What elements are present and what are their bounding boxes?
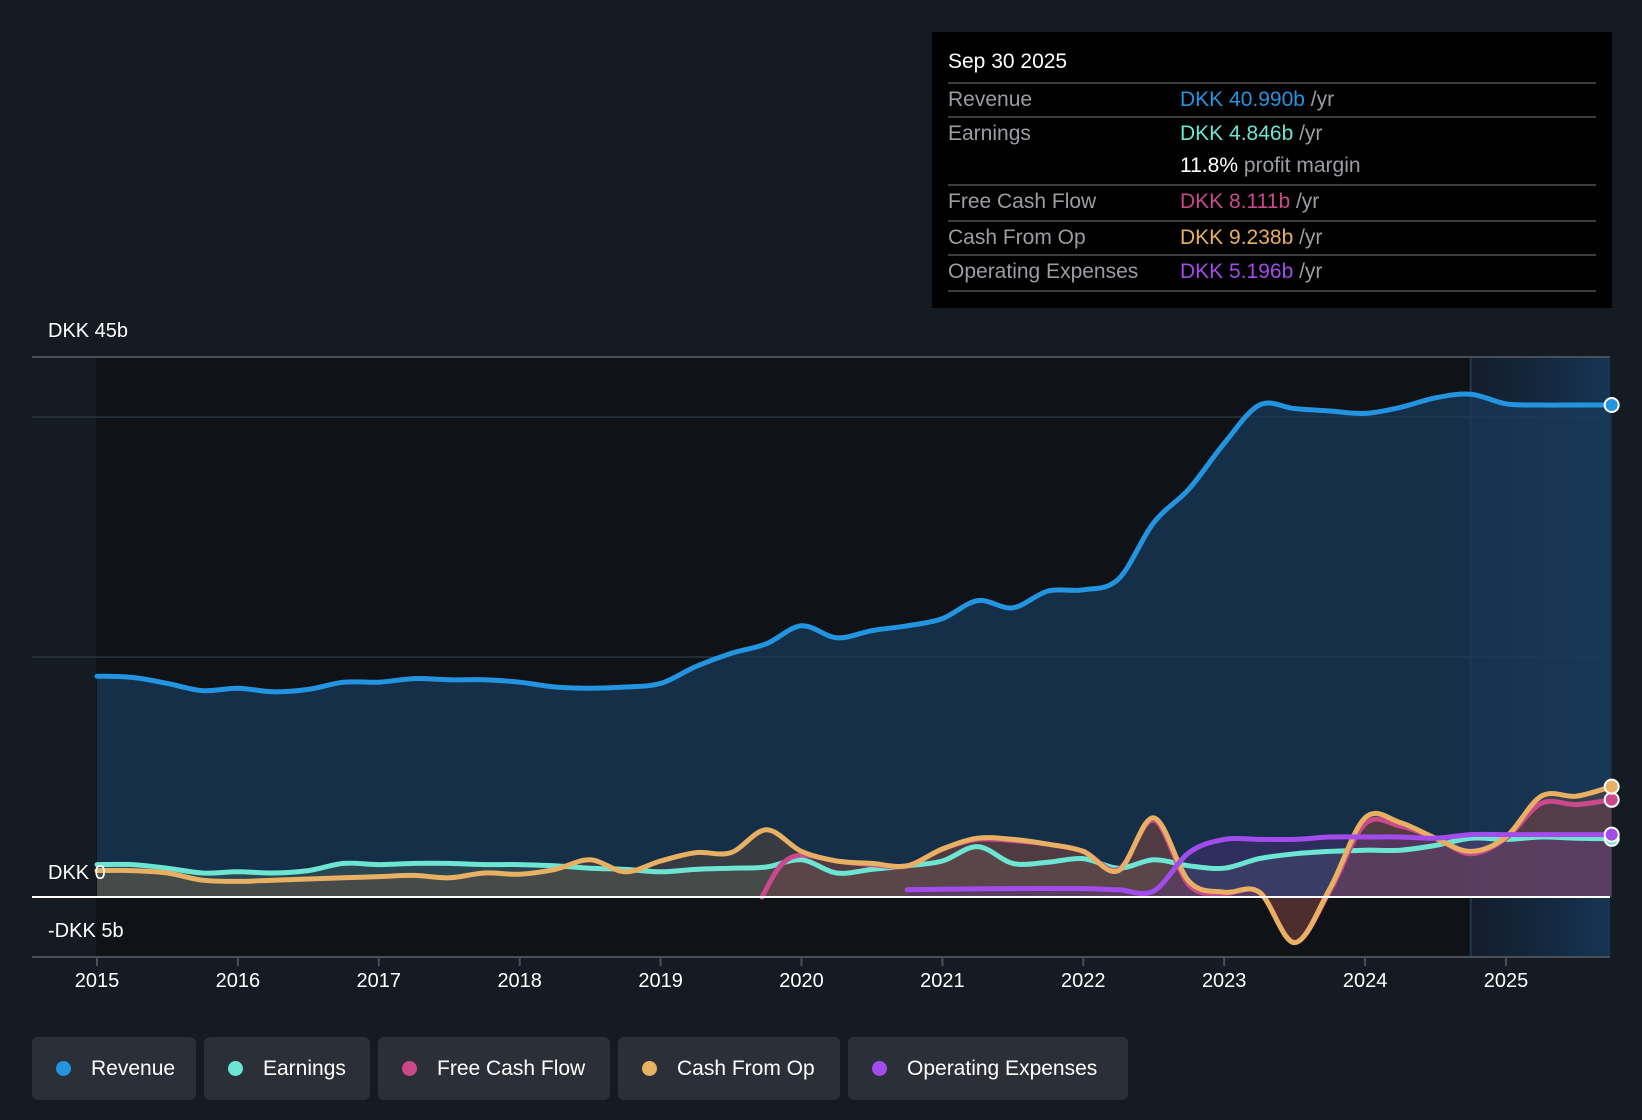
end-dot-free-cash-flow bbox=[1603, 791, 1620, 808]
x-tick-label: 2024 bbox=[1342, 970, 1388, 992]
x-tick-label: 2021 bbox=[920, 970, 965, 992]
line-earnings bbox=[94, 834, 1615, 876]
tooltip-unit: /yr bbox=[1293, 260, 1323, 283]
tooltip-row-cash-from-op: Cash From Op DKK 9.238b /yr bbox=[948, 220, 1596, 256]
tooltip-date: Sep 30 2025 bbox=[948, 50, 1068, 73]
x-tick-label: 2020 bbox=[779, 970, 824, 992]
tooltip-unit: /yr bbox=[1290, 190, 1320, 213]
x-tick-label: 2016 bbox=[215, 970, 261, 992]
legend-label: Earnings bbox=[263, 1056, 346, 1080]
tooltip-value: DKK 5.196b bbox=[1180, 260, 1294, 283]
x-tick-label: 2022 bbox=[1061, 970, 1106, 992]
tooltip-unit: /yr bbox=[1293, 226, 1323, 249]
x-tick-label: 2018 bbox=[497, 970, 542, 992]
tooltip-label: Earnings bbox=[948, 122, 1031, 145]
legend-item-cash-from-op[interactable]: Cash From Op bbox=[618, 1037, 840, 1100]
end-dot-operating-expenses bbox=[1603, 826, 1620, 843]
end-dot-cash-from-op bbox=[1603, 778, 1620, 795]
legend-item-revenue[interactable]: Revenue bbox=[32, 1037, 196, 1100]
tooltip-unit: /yr bbox=[1293, 122, 1323, 145]
legend-label: Operating Expenses bbox=[907, 1056, 1098, 1080]
x-tick-label: 2023 bbox=[1201, 970, 1247, 992]
y-tick-label-neg5b: -DKK 5b bbox=[48, 920, 124, 942]
legend-dot-icon bbox=[228, 1061, 243, 1076]
tooltip-value: DKK 40.990b bbox=[1180, 88, 1305, 111]
area-revenue bbox=[97, 393, 1612, 897]
line-operating-expenses bbox=[904, 831, 1615, 896]
tooltip-row-operating-expenses: Operating Expenses DKK 5.196b /yr bbox=[948, 254, 1596, 290]
x-tick-label: 2017 bbox=[356, 970, 402, 992]
legend-label: Revenue bbox=[91, 1056, 176, 1080]
tooltip-label: Operating Expenses bbox=[948, 260, 1139, 283]
tooltip-value: DKK 9.238b bbox=[1180, 226, 1294, 249]
tooltip-label: Cash From Op bbox=[948, 226, 1086, 249]
area-operating-expenses bbox=[907, 834, 1612, 897]
tooltip-value: 11.8% bbox=[1180, 154, 1238, 177]
legend-dot-icon bbox=[56, 1061, 71, 1076]
legend-item-operating-expenses[interactable]: Operating Expenses bbox=[848, 1037, 1128, 1100]
x-tick-label: 2019 bbox=[638, 970, 683, 992]
tooltip: Sep 30 2025 Revenue DKK 40.990b /yr Earn… bbox=[932, 32, 1612, 308]
tooltip-row-profit-margin: 11.8% profit margin bbox=[948, 150, 1596, 184]
x-tick-label: 2025 bbox=[1483, 970, 1529, 992]
tooltip-value: DKK 4.846b bbox=[1180, 122, 1294, 145]
tooltip-row-free-cash-flow: Free Cash Flow DKK 8.111b /yr bbox=[948, 184, 1596, 220]
tooltip-unit: /yr bbox=[1304, 88, 1335, 111]
tooltip-value: DKK 8.111b bbox=[1180, 190, 1291, 213]
legend-dot-icon bbox=[402, 1061, 417, 1076]
x-tick-label: 2015 bbox=[74, 970, 120, 992]
y-tick-label-0: DKK 0 bbox=[48, 862, 106, 884]
legend-item-earnings[interactable]: Earnings bbox=[204, 1037, 370, 1100]
legend-dot-icon bbox=[872, 1061, 887, 1076]
series-end-dots bbox=[1603, 397, 1620, 847]
series-lines bbox=[94, 391, 1615, 946]
line-cash-from-op bbox=[94, 784, 1615, 946]
tooltip-label: Revenue bbox=[948, 88, 1033, 111]
tooltip-row-revenue: Revenue DKK 40.990b /yr bbox=[948, 82, 1596, 118]
area-earnings bbox=[97, 836, 1612, 897]
x-axis bbox=[32, 896, 1610, 966]
y-tick-label-45b: DKK 45b bbox=[48, 320, 129, 342]
line-revenue bbox=[94, 391, 1615, 695]
tooltip-label: Free Cash Flow bbox=[948, 190, 1097, 213]
tooltip-divider bbox=[948, 290, 1596, 292]
end-dot-revenue bbox=[1603, 397, 1620, 413]
tooltip-unit: profit margin bbox=[1238, 154, 1361, 177]
legend-item-free-cash-flow[interactable]: Free Cash Flow bbox=[378, 1037, 610, 1100]
legend-label: Cash From Op bbox=[677, 1056, 815, 1080]
tooltip-row-earnings: Earnings DKK 4.846b /yr bbox=[948, 116, 1596, 152]
legend-dot-icon bbox=[642, 1061, 657, 1076]
legend-label: Free Cash Flow bbox=[437, 1056, 586, 1080]
